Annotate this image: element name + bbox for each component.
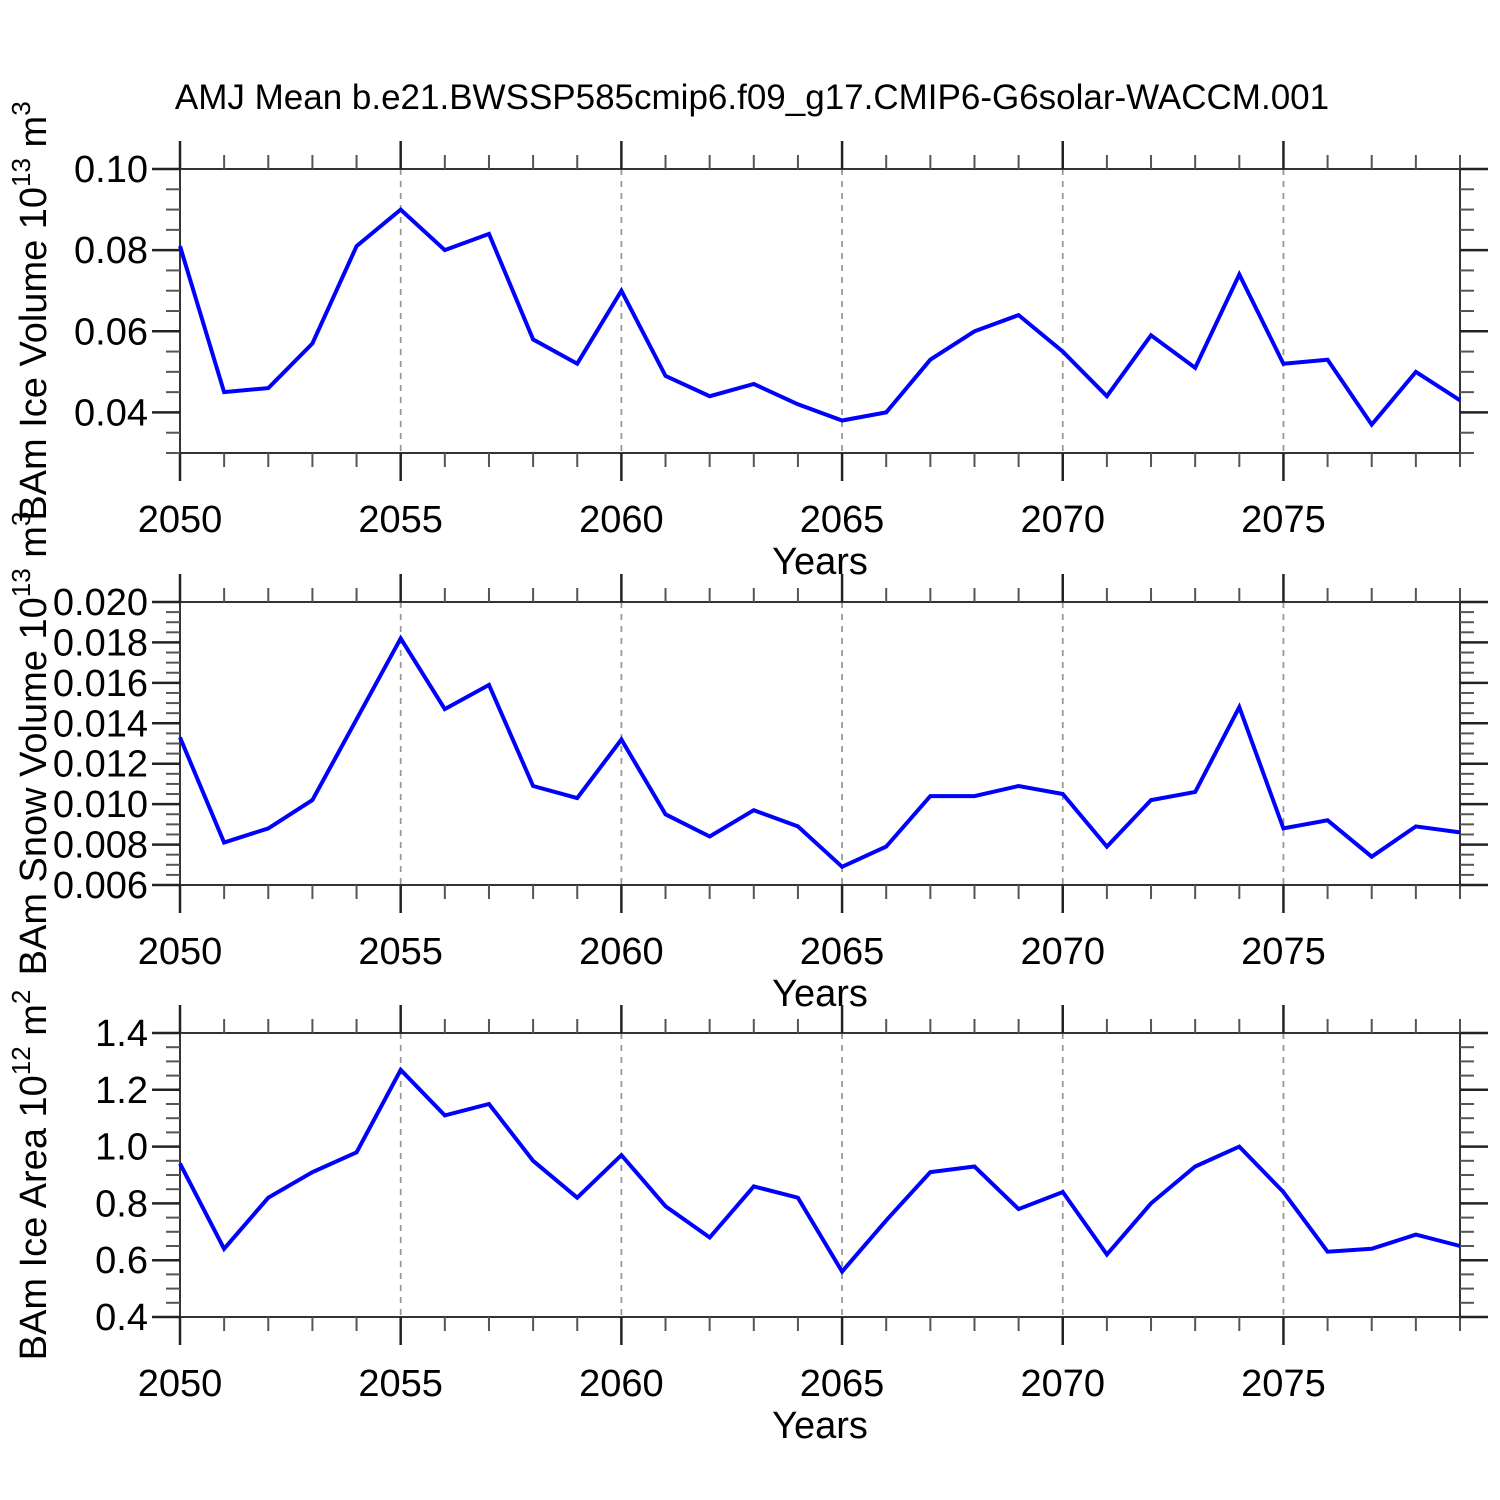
x-tick-label: 2055	[358, 1363, 443, 1405]
y-tick-label: 0.008	[53, 825, 148, 867]
y-tick-label: 0.020	[53, 582, 148, 624]
y-tick-label: 0.6	[95, 1240, 148, 1282]
x-axis-title-snow-volume: Years	[772, 973, 868, 1015]
y-tick-label: 1.2	[95, 1070, 148, 1112]
x-tick-label: 2050	[138, 931, 223, 973]
x-axis-title-ice-area: Years	[772, 1405, 868, 1447]
x-tick-label: 2065	[800, 931, 885, 973]
y-tick-label: 0.08	[74, 230, 148, 272]
x-tick-label: 2050	[138, 499, 223, 541]
x-tick-label: 2075	[1241, 1363, 1326, 1405]
y-tick-label: 0.014	[53, 703, 148, 745]
y-tick-label: 0.4	[95, 1297, 148, 1339]
x-tick-label: 2070	[1020, 931, 1105, 973]
y-tick-label: 1.4	[95, 1013, 148, 1055]
series-line-ice-volume	[178, 206, 1462, 428]
y-tick-label: 1.0	[95, 1127, 148, 1169]
y-tick-label: 0.012	[53, 744, 148, 786]
y-tick-label: 0.016	[53, 663, 148, 705]
series-line-snow-volume	[178, 634, 1461, 870]
y-tick-label: 0.010	[53, 784, 148, 826]
y-axis-title-snow-volume: BAm Snow Volume 1013 m3	[6, 512, 55, 976]
y-tick-label: 0.018	[53, 622, 148, 664]
y-tick-label: 0.10	[74, 149, 148, 191]
y-axis-title-ice-volume: BAm Ice Volume 1013 m3	[6, 101, 55, 520]
y-tick-label: 0.06	[74, 311, 148, 353]
x-tick-label: 2075	[1241, 931, 1326, 973]
y-tick-label: 0.04	[74, 392, 148, 434]
x-axis-title-ice-volume: Years	[772, 541, 868, 583]
x-tick-label: 2060	[579, 499, 664, 541]
x-tick-label: 2065	[800, 499, 885, 541]
y-axis-title-ice-area: BAm Ice Area 1012 m2	[6, 990, 55, 1361]
y-tick-label: 0.006	[53, 865, 148, 907]
y-tick-label: 0.8	[95, 1183, 148, 1225]
x-tick-label: 2075	[1241, 499, 1326, 541]
x-tick-label: 2070	[1020, 499, 1105, 541]
x-tick-label: 2070	[1020, 1363, 1105, 1405]
x-tick-label: 2060	[579, 931, 664, 973]
x-tick-label: 2055	[358, 931, 443, 973]
x-tick-label: 2060	[579, 1363, 664, 1405]
x-tick-label: 2065	[800, 1363, 885, 1405]
x-tick-label: 2050	[138, 1363, 223, 1405]
series-line-ice-area	[178, 1066, 1461, 1276]
x-tick-label: 2055	[358, 499, 443, 541]
plot-frame-snow-volume	[179, 601, 1461, 886]
figure-title: AMJ Mean b.e21.BWSSP585cmip6.f09_g17.CMI…	[174, 78, 1330, 117]
